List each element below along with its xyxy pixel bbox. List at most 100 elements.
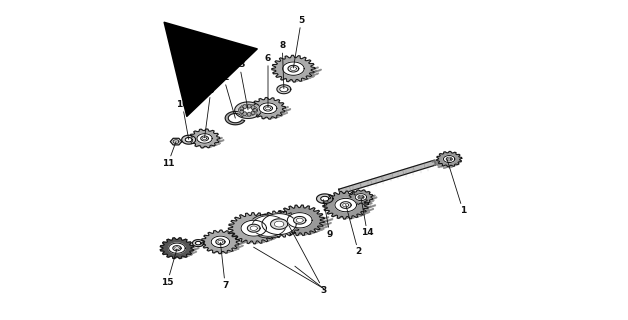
Polygon shape <box>450 164 455 166</box>
Polygon shape <box>284 229 294 233</box>
Polygon shape <box>281 77 289 80</box>
Polygon shape <box>352 200 357 203</box>
Polygon shape <box>271 115 279 117</box>
Polygon shape <box>211 236 230 248</box>
Polygon shape <box>274 221 284 227</box>
Polygon shape <box>332 213 340 217</box>
Polygon shape <box>357 203 363 204</box>
Polygon shape <box>232 246 239 249</box>
Polygon shape <box>247 240 257 244</box>
Polygon shape <box>329 208 337 211</box>
Polygon shape <box>323 203 330 207</box>
Polygon shape <box>365 203 372 206</box>
Polygon shape <box>251 98 286 119</box>
Polygon shape <box>306 73 314 76</box>
Polygon shape <box>202 137 207 140</box>
Polygon shape <box>291 77 299 80</box>
Polygon shape <box>357 212 365 214</box>
Polygon shape <box>273 229 282 233</box>
Polygon shape <box>256 114 263 117</box>
Text: 15: 15 <box>161 249 177 287</box>
Polygon shape <box>323 191 369 219</box>
Polygon shape <box>287 79 295 82</box>
Text: 9: 9 <box>323 200 333 239</box>
Polygon shape <box>457 161 462 163</box>
Text: 3: 3 <box>289 225 327 295</box>
Polygon shape <box>364 206 371 209</box>
Polygon shape <box>208 146 215 148</box>
Polygon shape <box>359 196 362 198</box>
Polygon shape <box>441 165 447 167</box>
Polygon shape <box>272 235 281 239</box>
Polygon shape <box>181 254 188 256</box>
Polygon shape <box>261 114 268 116</box>
Polygon shape <box>321 196 329 201</box>
Text: 8: 8 <box>279 41 285 89</box>
Polygon shape <box>264 106 273 111</box>
Polygon shape <box>310 228 319 231</box>
Polygon shape <box>283 107 288 109</box>
Polygon shape <box>249 214 289 238</box>
Polygon shape <box>277 85 291 94</box>
Polygon shape <box>432 160 436 162</box>
Polygon shape <box>167 254 174 257</box>
Polygon shape <box>195 141 201 144</box>
Polygon shape <box>257 211 301 237</box>
Polygon shape <box>232 249 239 252</box>
Polygon shape <box>323 222 332 226</box>
Text: FR.: FR. <box>177 39 195 49</box>
Polygon shape <box>187 252 193 255</box>
Polygon shape <box>356 214 365 217</box>
Polygon shape <box>443 167 449 168</box>
Polygon shape <box>306 76 315 79</box>
Polygon shape <box>219 140 224 142</box>
Polygon shape <box>349 197 354 199</box>
Polygon shape <box>280 227 289 230</box>
Polygon shape <box>233 227 241 231</box>
Polygon shape <box>193 240 204 247</box>
Polygon shape <box>254 241 264 244</box>
Polygon shape <box>371 195 375 197</box>
Polygon shape <box>448 158 451 160</box>
Polygon shape <box>305 229 315 233</box>
Polygon shape <box>352 213 360 216</box>
Polygon shape <box>197 134 212 143</box>
Circle shape <box>251 111 255 115</box>
Polygon shape <box>169 243 185 253</box>
Text: 11: 11 <box>162 142 176 168</box>
Polygon shape <box>315 229 324 232</box>
Polygon shape <box>314 226 323 229</box>
Polygon shape <box>277 223 286 227</box>
Circle shape <box>243 112 247 116</box>
Polygon shape <box>364 203 369 204</box>
Polygon shape <box>369 198 374 200</box>
Polygon shape <box>273 70 281 74</box>
Polygon shape <box>170 138 181 145</box>
Polygon shape <box>203 245 210 248</box>
Polygon shape <box>455 159 460 161</box>
Polygon shape <box>274 226 283 230</box>
Polygon shape <box>214 143 220 146</box>
Polygon shape <box>202 230 239 253</box>
Polygon shape <box>288 65 299 72</box>
Polygon shape <box>443 156 455 163</box>
Polygon shape <box>171 254 178 256</box>
Polygon shape <box>191 141 197 143</box>
Polygon shape <box>327 211 335 214</box>
Polygon shape <box>368 205 376 208</box>
Polygon shape <box>435 161 440 163</box>
Polygon shape <box>365 209 374 212</box>
Polygon shape <box>208 245 215 248</box>
Polygon shape <box>271 232 279 236</box>
Polygon shape <box>235 102 261 118</box>
Polygon shape <box>320 217 328 220</box>
Polygon shape <box>290 228 299 232</box>
Polygon shape <box>355 201 360 203</box>
Polygon shape <box>250 226 257 230</box>
Text: 2: 2 <box>346 204 362 257</box>
Polygon shape <box>293 216 306 224</box>
Polygon shape <box>201 136 208 141</box>
Polygon shape <box>319 226 328 230</box>
Text: 7: 7 <box>220 243 229 290</box>
Polygon shape <box>436 151 462 167</box>
